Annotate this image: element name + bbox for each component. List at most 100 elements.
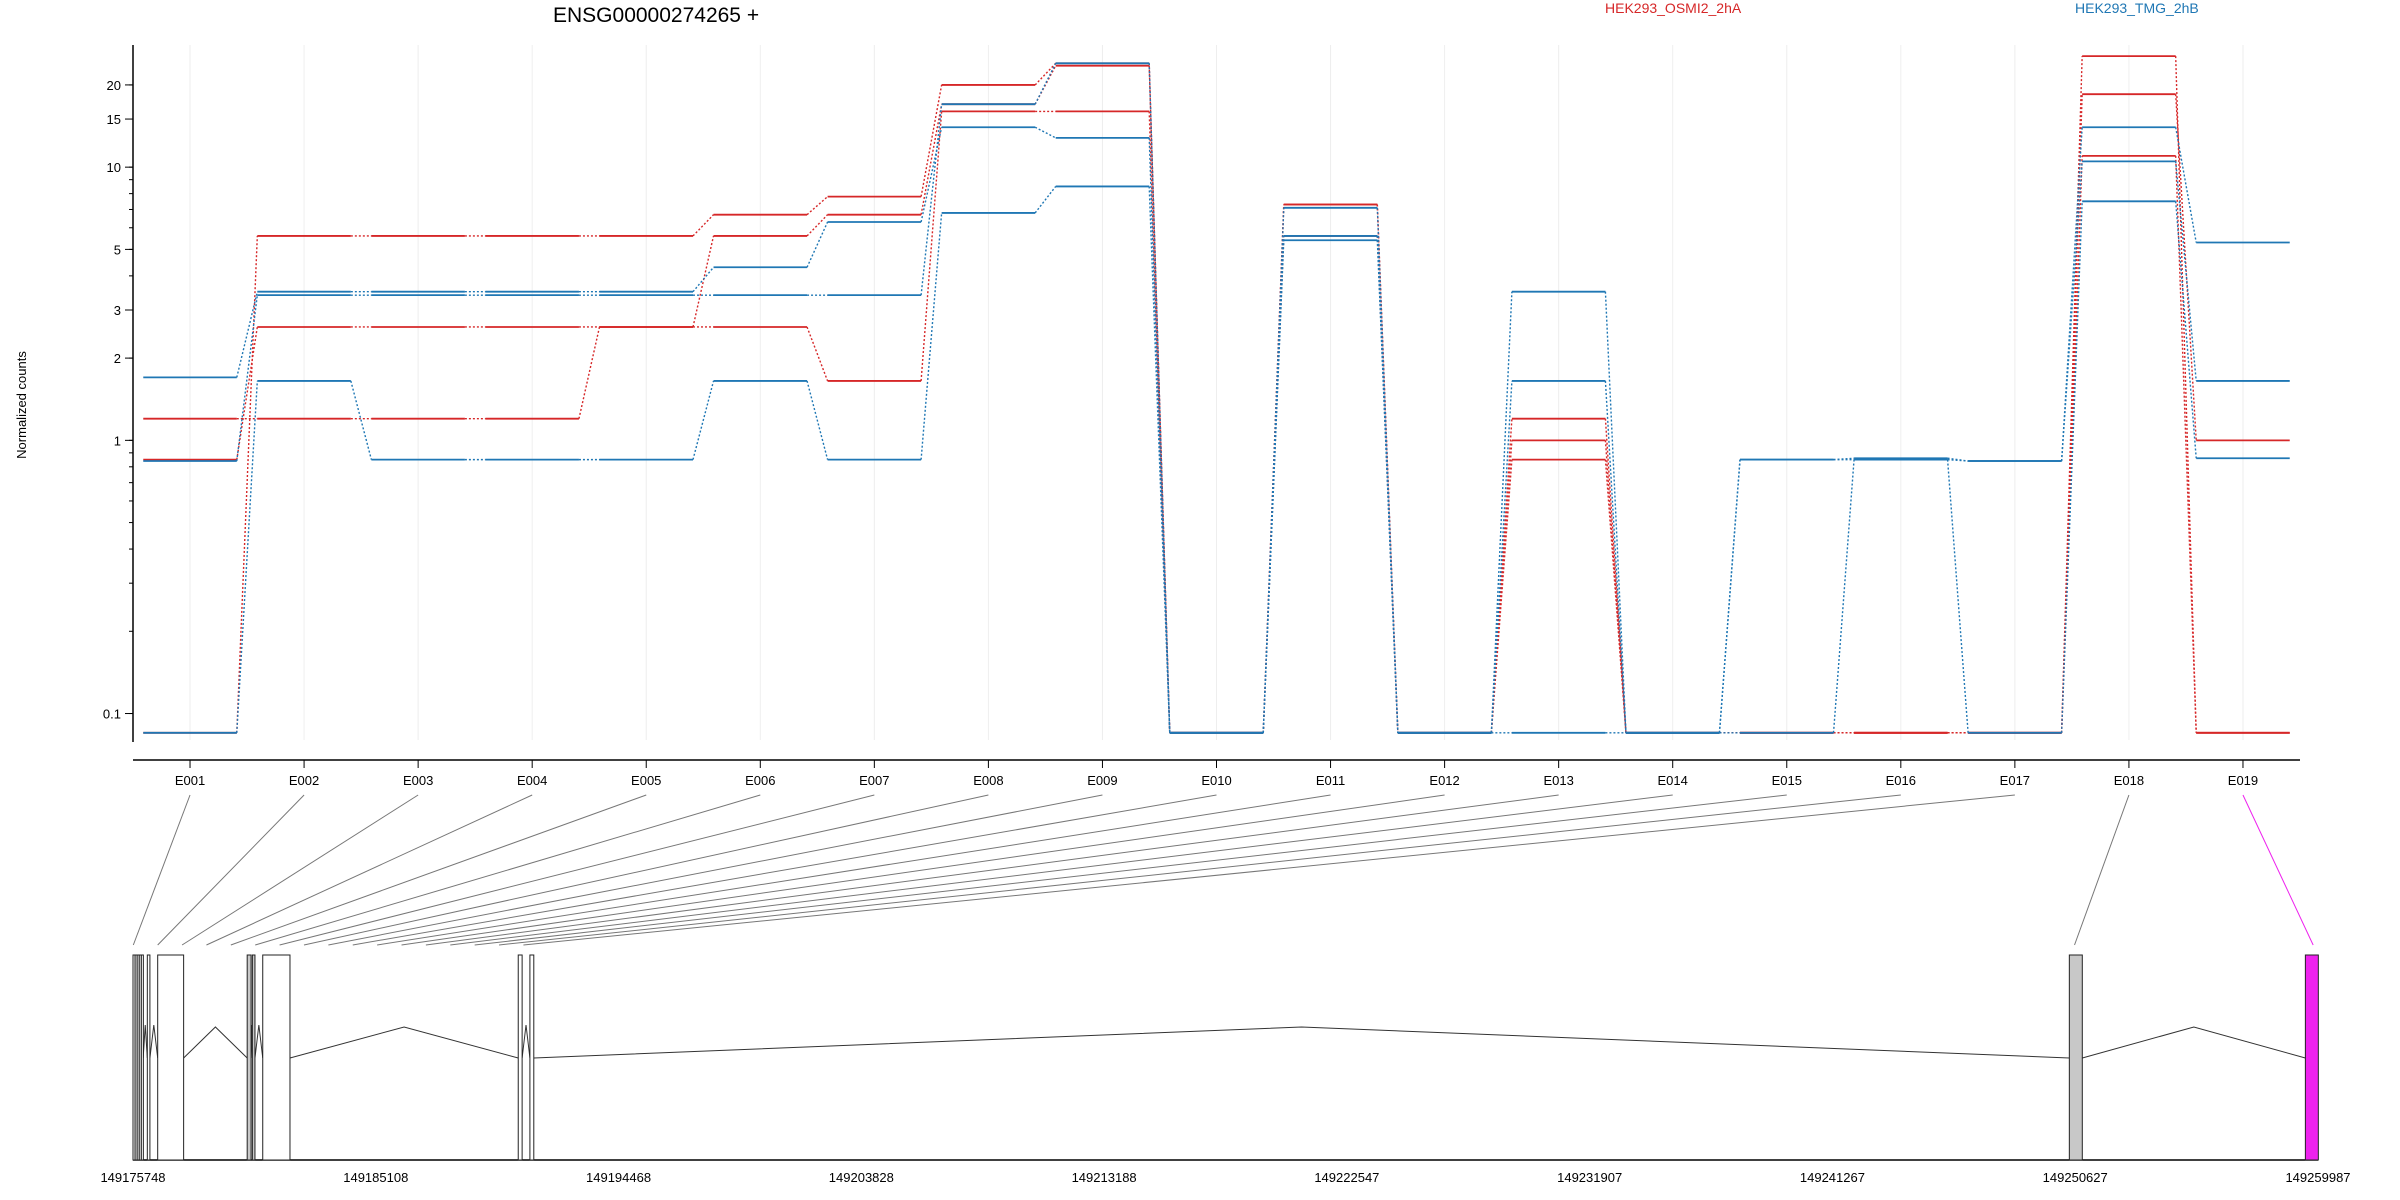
- genome-tick-label: 149185108: [343, 1170, 408, 1185]
- intron-line: [2082, 1026, 2306, 1059]
- series-transition: [236, 380, 259, 733]
- exon-box: [517, 954, 523, 1161]
- series-transition: [692, 266, 715, 293]
- series-transition: [578, 326, 601, 419]
- exon-connector: [230, 794, 647, 946]
- genome-tick-label: 149175748: [100, 1170, 165, 1185]
- y-tick-label: 2: [114, 351, 121, 366]
- genome-tick-label: 149203828: [829, 1170, 894, 1185]
- series-transition: [236, 235, 259, 733]
- legend-label-osmi2: HEK293_OSMI2_2hA: [1605, 0, 1742, 16]
- series-transition: [920, 84, 943, 197]
- x-tick-label: E001: [175, 773, 205, 788]
- series-transition: [920, 127, 943, 223]
- x-tick-label: E011: [1316, 773, 1345, 788]
- genome-tick-label: 149194468: [586, 1170, 651, 1185]
- exon-connector: [279, 794, 875, 946]
- series-transition: [806, 214, 829, 237]
- x-tick-label: E002: [289, 773, 319, 788]
- x-tick-label: E012: [1429, 773, 1459, 788]
- series-transition: [1034, 62, 1057, 105]
- series-transition: [1262, 207, 1285, 733]
- exon-box: [262, 954, 291, 1161]
- exon-connector: [377, 794, 1331, 946]
- exon-box: [146, 954, 151, 1161]
- series-transition: [1490, 380, 1513, 733]
- exon-connector: [498, 794, 1901, 946]
- exon-connector: [303, 794, 989, 946]
- series-transition: [1490, 291, 1513, 733]
- x-tick-label: E016: [1886, 773, 1916, 788]
- x-tick-label: E010: [1201, 773, 1231, 788]
- x-tick-label: E003: [403, 773, 433, 788]
- series-transition: [2174, 94, 2197, 441]
- series-transition: [1604, 440, 1627, 733]
- chart-title: ENSG00000274265 +: [553, 4, 759, 27]
- intron-line: [254, 1024, 264, 1059]
- x-tick-label: E007: [859, 773, 889, 788]
- genome-tick-label: 149231907: [1557, 1170, 1622, 1185]
- series-transition: [350, 380, 373, 460]
- intron-line: [142, 1024, 148, 1059]
- exon-connector: [181, 794, 419, 946]
- intron-line: [289, 1026, 519, 1059]
- series-transition: [2060, 127, 2083, 462]
- series-transition: [1490, 418, 1513, 733]
- y-tick-label: 3: [114, 303, 121, 318]
- series-transition: [1604, 291, 1627, 733]
- series-transition: [1832, 459, 1855, 733]
- y-axis-label: Normalized counts: [14, 351, 29, 459]
- exon-connector: [157, 794, 305, 946]
- x-tick-label: E005: [631, 773, 661, 788]
- series-transition: [1034, 186, 1057, 214]
- series-transition: [806, 380, 829, 460]
- exon-box: [529, 954, 535, 1161]
- series-transition: [2060, 94, 2083, 733]
- series-transition: [1833, 457, 1855, 461]
- series-transition: [1376, 240, 1399, 733]
- genome-tick-label: 149259987: [2285, 1170, 2350, 1185]
- series-transition: [2174, 127, 2197, 243]
- exon-box: [246, 954, 252, 1161]
- intron-line: [183, 1026, 248, 1059]
- series-transition: [1490, 440, 1513, 733]
- intron-line: [521, 1024, 531, 1059]
- genome-tick-label: 149222547: [1314, 1170, 1379, 1185]
- exon-connectors: [132, 794, 2314, 946]
- series-transition: [920, 212, 943, 460]
- x-tick-label: E017: [2000, 773, 2030, 788]
- series-transition: [1034, 126, 1057, 139]
- series-transition: [2174, 161, 2197, 381]
- series-transition: [692, 380, 715, 460]
- series-transition: [1034, 62, 1057, 86]
- series-transition: [1604, 418, 1627, 733]
- series-transition: [806, 326, 829, 382]
- y-tick-label: 20: [107, 78, 121, 93]
- x-tick-label: E004: [517, 773, 547, 788]
- exon-box: [2304, 954, 2319, 1161]
- exon-connector: [2242, 794, 2314, 946]
- series-5: [143, 185, 2290, 734]
- y-tick-label: 0.1: [103, 707, 121, 722]
- genome-tick-label: 149213188: [1072, 1170, 1137, 1185]
- series-transition: [1148, 137, 1171, 733]
- series-transition: [2060, 201, 2083, 733]
- x-tick-label: E008: [973, 773, 1003, 788]
- exon-box: [2068, 954, 2083, 1161]
- exon-connector: [401, 794, 1445, 946]
- legend-label-tmg: HEK293_TMG_2hB: [2075, 0, 2199, 16]
- series-transition: [920, 104, 943, 296]
- series-transition: [692, 235, 715, 328]
- series-transition: [2174, 155, 2197, 733]
- series-transition: [1604, 380, 1627, 733]
- x-tick-label: E018: [2114, 773, 2144, 788]
- genome-tick-label: 149241267: [1800, 1170, 1865, 1185]
- plot-area: 0.1 1 2 3 5 10 15 20 E001 E002 E003 E004 E005 E006 E00…: [103, 45, 2300, 788]
- series-transition: [920, 111, 943, 381]
- y-tick-label: 15: [107, 112, 121, 127]
- series-transition: [920, 104, 943, 215]
- exon-connector: [2074, 794, 2130, 946]
- series-transition: [806, 221, 829, 268]
- series-transition: [1947, 458, 1969, 462]
